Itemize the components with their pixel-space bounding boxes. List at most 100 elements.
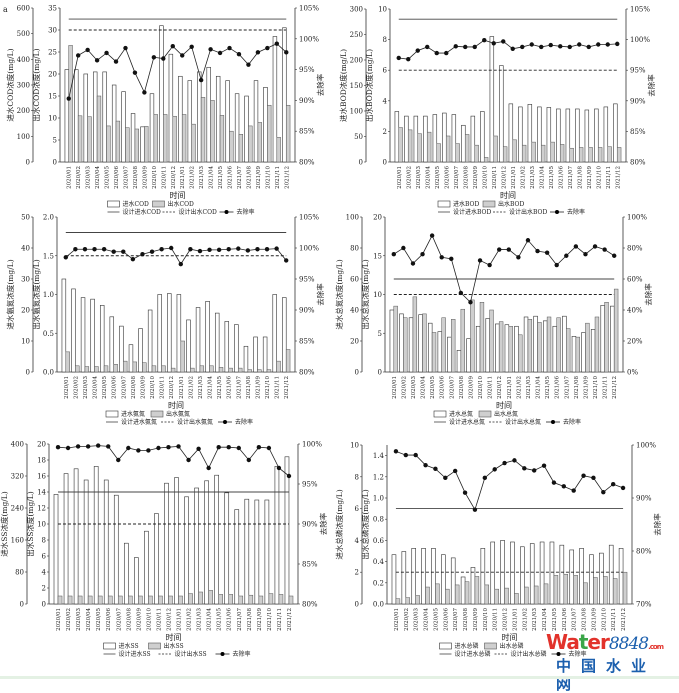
inner-tick-label: 4 bbox=[42, 569, 47, 577]
right-tick-label: 95% bbox=[299, 276, 315, 284]
removal-rate-point bbox=[477, 258, 483, 263]
inner-tick-label: 0 bbox=[42, 601, 46, 609]
influent-bar bbox=[575, 108, 580, 163]
effluent-bar bbox=[151, 365, 157, 373]
x-tick-label: 2020/01 bbox=[67, 166, 73, 189]
removal-rate-point bbox=[396, 55, 401, 61]
legend-effluent-label: 出水氨氮 bbox=[166, 410, 190, 418]
x-tick-label: 2020/12 bbox=[501, 166, 507, 189]
x-tick-label: 2021/08 bbox=[582, 608, 588, 631]
effluent-bar bbox=[474, 576, 480, 605]
removal-rate-point bbox=[156, 445, 161, 451]
outer-tick-label: 240 bbox=[11, 505, 24, 513]
influent-bar bbox=[529, 543, 535, 605]
inner-tick-label: 0.4 bbox=[373, 558, 385, 566]
influent-bar bbox=[119, 325, 124, 373]
x-tick-label: 2021/03 bbox=[530, 166, 536, 189]
effluent-bar bbox=[118, 595, 123, 605]
x-tick-label: 2021/08 bbox=[247, 608, 253, 631]
outer-tick-label: 4 bbox=[355, 537, 360, 545]
legend-influent-label: 进水氨氮 bbox=[121, 410, 145, 418]
influent-bar bbox=[470, 115, 476, 163]
x-tick-label: 2021/09 bbox=[257, 608, 263, 631]
influent-bar bbox=[391, 554, 397, 605]
x-tick-label: 2020/12 bbox=[166, 608, 172, 631]
x-tick-label: 2020/10 bbox=[152, 166, 158, 189]
effluent-bar bbox=[522, 144, 527, 163]
effluent-bar bbox=[248, 594, 254, 605]
right-tick-label: 100% bbox=[630, 36, 650, 44]
effluent-bar bbox=[508, 326, 513, 373]
influent-bar bbox=[234, 509, 240, 605]
influent-bar bbox=[254, 499, 260, 605]
influent-bar bbox=[167, 293, 172, 373]
influent-bar bbox=[418, 314, 423, 373]
x-tick-label: 2021/03 bbox=[199, 166, 205, 189]
influent-bar bbox=[138, 328, 143, 373]
outer-tick-label: 60 bbox=[350, 276, 359, 284]
x-tick-label: 2020/07 bbox=[453, 608, 459, 631]
right-tick-label: 60% bbox=[627, 276, 643, 284]
removal-rate-point bbox=[472, 507, 478, 512]
effluent-bar bbox=[107, 595, 113, 605]
inner-tick-label: 0.6 bbox=[373, 537, 385, 545]
inner-tick-label: 0.8 bbox=[373, 516, 384, 524]
effluent-bar bbox=[248, 125, 253, 163]
outer-tick-label: 320 bbox=[11, 473, 24, 481]
right-tick-label: 70% bbox=[636, 601, 652, 609]
influent-bar bbox=[389, 309, 395, 373]
right-tick-label: 90% bbox=[636, 495, 652, 503]
right-tick-label: 85% bbox=[630, 128, 646, 136]
removal-rate-point bbox=[236, 246, 241, 251]
effluent-bar bbox=[563, 574, 569, 605]
removal-rate-point bbox=[596, 42, 601, 47]
effluent-bar bbox=[286, 104, 291, 163]
x-tick-label: 2020/06 bbox=[106, 608, 112, 631]
inner-tick-label: 0.2 bbox=[373, 579, 384, 587]
right-tick-label: 0% bbox=[627, 369, 638, 377]
removal-rate-point bbox=[255, 247, 260, 252]
effluent-bar bbox=[153, 114, 158, 163]
legend-design-effluent-label: 设计出水COD bbox=[179, 208, 218, 216]
effluent-bar bbox=[484, 584, 490, 605]
influent-bar bbox=[475, 325, 481, 373]
removal-rate-point bbox=[208, 47, 213, 52]
x-tick-label: 2020/08 bbox=[463, 166, 469, 189]
removal-rate-point bbox=[391, 252, 396, 257]
effluent-bar bbox=[77, 595, 83, 605]
influent-bar bbox=[589, 554, 594, 605]
influent-bar bbox=[423, 115, 428, 163]
effluent-bar bbox=[494, 588, 499, 605]
effluent-bar bbox=[75, 365, 80, 373]
inner-tick-label: 6 bbox=[383, 67, 388, 75]
x-tick-label: 2021/03 bbox=[197, 608, 203, 631]
inner-tick-label: 20 bbox=[373, 214, 382, 222]
legend-design-influent-label: 设计进水总氮 bbox=[449, 418, 485, 426]
outer-tick-label: 160 bbox=[11, 537, 24, 545]
effluent-bar bbox=[445, 588, 450, 605]
x-tick-label: 2021/03 bbox=[532, 608, 538, 631]
effluent-bar bbox=[527, 319, 533, 373]
effluent-bar bbox=[533, 585, 539, 605]
inner-tick-label: 2 bbox=[383, 128, 387, 136]
legend-design-effluent-label: 设计出水氨氮 bbox=[177, 418, 213, 426]
inner-axis-title: 出水总氮浓度(mg/L) bbox=[360, 259, 370, 329]
legend-effluent-label: 出水SS bbox=[164, 642, 184, 650]
right-tick-label: 90% bbox=[299, 307, 315, 315]
effluent-bar bbox=[607, 146, 612, 163]
inner-tick-label: 5 bbox=[378, 330, 382, 338]
legend-effluent-swatch bbox=[150, 410, 164, 418]
influent-bar bbox=[274, 466, 280, 605]
x-tick-label: 2020/08 bbox=[126, 608, 132, 631]
influent-bar bbox=[123, 542, 129, 605]
influent-bar bbox=[102, 71, 107, 163]
outer-tick-label: 80 bbox=[350, 245, 359, 253]
x-tick-label: 2021/12 bbox=[284, 376, 290, 399]
removal-rate-line bbox=[393, 234, 615, 304]
influent-bar bbox=[73, 468, 79, 605]
influent-bar bbox=[546, 107, 552, 163]
influent-bar bbox=[134, 557, 139, 605]
effluent-bar bbox=[144, 126, 149, 163]
effluent-bar bbox=[125, 127, 130, 163]
x-tick-label: 2021/09 bbox=[583, 376, 589, 399]
